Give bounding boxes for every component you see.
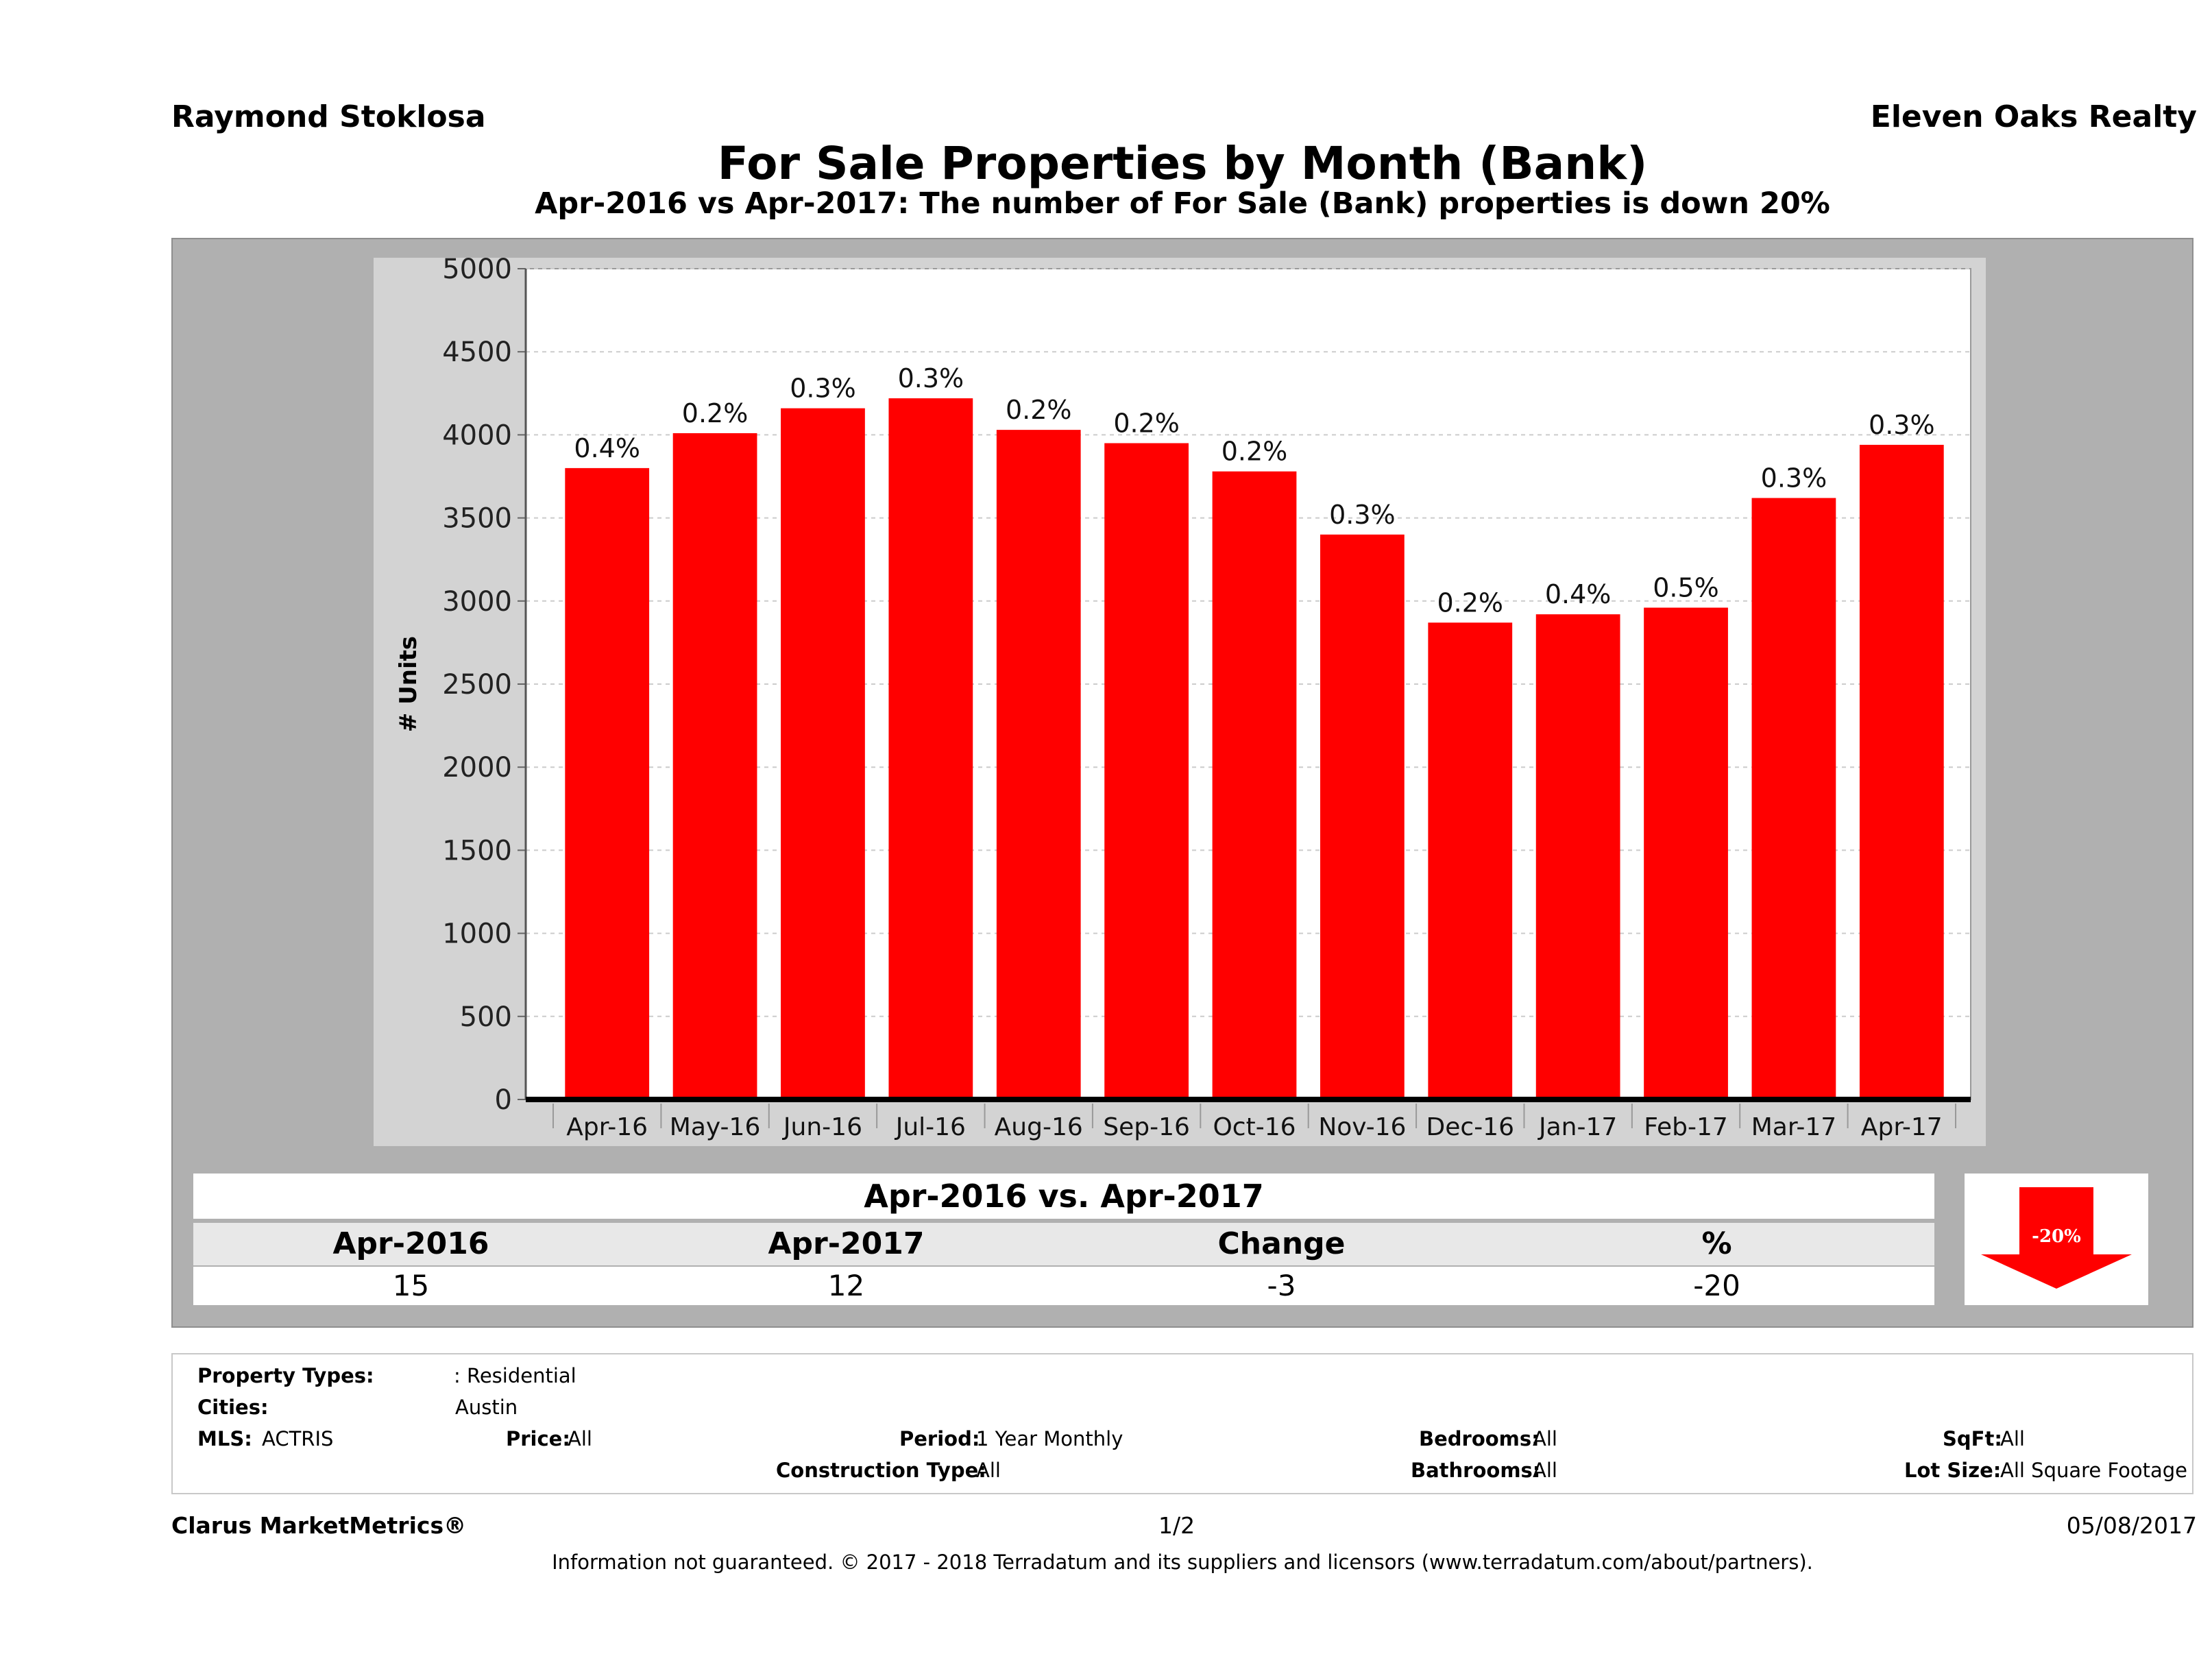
data-label: 0.2% — [1437, 587, 1503, 618]
summary-value-change: -3 — [1267, 1269, 1296, 1302]
construction-label: Construction Type: — [776, 1459, 986, 1482]
price-value: All — [568, 1427, 592, 1450]
bar — [996, 430, 1081, 1099]
data-label: 0.3% — [1329, 500, 1396, 530]
data-label: 0.5% — [1653, 572, 1719, 603]
change-indicator: -20% — [1965, 1174, 2148, 1305]
x-tick-label: Sep-16 — [1103, 1113, 1190, 1141]
down-arrow-icon: -20% — [1981, 1187, 2132, 1289]
data-label: 0.4% — [574, 433, 640, 463]
broker-name: Eleven Oaks Realty — [1870, 99, 2197, 134]
property-types-label: Property Types: — [197, 1364, 374, 1387]
sqft-value: All — [2000, 1427, 2025, 1450]
y-tick-label: 500 — [460, 1001, 512, 1033]
footer-brand: Clarus MarketMetrics® — [171, 1512, 467, 1539]
y-tick-label: 3500 — [442, 503, 512, 535]
chart-subtitle: Apr-2016 vs Apr-2017: The number of For … — [535, 186, 1830, 221]
bar — [1535, 614, 1620, 1099]
x-tick-label: Aug-16 — [995, 1113, 1083, 1141]
period-value: 1 Year Monthly — [976, 1427, 1123, 1450]
mls-value: ACTRIS — [262, 1427, 334, 1450]
mls-label: MLS: — [197, 1427, 252, 1450]
summary-col-percent: % — [1701, 1226, 1732, 1261]
page-number: 1/2 — [1158, 1512, 1195, 1539]
y-tick-label: 2000 — [442, 752, 512, 783]
bar — [781, 408, 865, 1099]
cities-label: Cities: — [197, 1396, 269, 1419]
arrow-label: -20% — [2032, 1226, 2081, 1247]
agent-name: Raymond Stoklosa — [171, 99, 486, 134]
y-tick-label: 3000 — [442, 586, 512, 618]
x-tick-label: Nov-16 — [1318, 1113, 1406, 1141]
summary-value-apr2017: 12 — [827, 1269, 865, 1302]
x-tick-label: Apr-17 — [1861, 1113, 1943, 1141]
price-label: Price: — [506, 1427, 570, 1450]
sqft-label: SqFt: — [1943, 1427, 2002, 1450]
data-label: 0.3% — [1761, 463, 1827, 494]
bar — [888, 398, 973, 1099]
bathrooms-value: All — [1533, 1459, 1557, 1482]
y-tick-label: 2500 — [442, 669, 512, 701]
bar — [1644, 607, 1728, 1099]
summary-value-apr2016: 15 — [392, 1269, 430, 1302]
chart-title: For Sale Properties by Month (Bank) — [717, 137, 1648, 190]
lotsize-label: Lot Size: — [1904, 1459, 2002, 1482]
bedrooms-label: Bedrooms: — [1419, 1427, 1540, 1450]
bar — [1751, 498, 1836, 1099]
bar — [1212, 471, 1297, 1099]
x-tick-label: Apr-16 — [566, 1113, 648, 1141]
bar — [1320, 534, 1405, 1099]
data-label: 0.2% — [1006, 395, 1072, 425]
summary-col-apr2016: Apr-2016 — [332, 1226, 489, 1261]
bar — [565, 467, 650, 1099]
bar-chart: 0 500 1000 1500 2000 2500 3000 3500 4000 4500 5000… — [395, 258, 1971, 1141]
bar — [1859, 444, 1944, 1099]
lotsize-value: All Square Footage — [2000, 1459, 2188, 1482]
bar — [1428, 622, 1513, 1099]
y-tick-label: 5000 — [442, 258, 512, 285]
y-tick-label: 1500 — [442, 835, 512, 866]
summary-col-change: Change — [1217, 1226, 1346, 1261]
construction-value: All — [976, 1459, 1001, 1482]
y-tick-label: 4000 — [442, 420, 512, 451]
chart-area: 0 500 1000 1500 2000 2500 3000 3500 4000 4500 5000… — [374, 258, 1986, 1146]
x-tick-label: Dec-16 — [1426, 1113, 1514, 1141]
x-tick-label: Jun-16 — [782, 1113, 862, 1141]
data-label: 0.4% — [1545, 579, 1612, 609]
disclaimer: Information not guaranteed. © 2017 - 201… — [552, 1551, 1813, 1574]
x-tick-label: Jan-17 — [1538, 1113, 1617, 1141]
bar — [672, 433, 757, 1099]
y-tick-label: 1000 — [442, 919, 512, 950]
x-tick-label: May-16 — [670, 1113, 761, 1141]
x-tick-label: Feb-17 — [1644, 1113, 1728, 1141]
data-label: 0.2% — [1222, 437, 1288, 467]
y-tick-label: 0 — [495, 1084, 512, 1116]
search-criteria: Property Types: : Residential Cities: Au… — [171, 1353, 2193, 1494]
report-date: 05/08/2017 — [2066, 1512, 2197, 1539]
summary-value-percent: -20 — [1693, 1269, 1740, 1302]
x-tick-label: Oct-16 — [1213, 1113, 1296, 1141]
data-label: 0.3% — [1869, 410, 1935, 440]
bathrooms-label: Bathrooms: — [1411, 1459, 1541, 1482]
data-label: 0.2% — [682, 398, 749, 428]
bedrooms-value: All — [1533, 1427, 1557, 1450]
summary-columns: Apr-2016 Apr-2017 Change % — [193, 1223, 1934, 1265]
y-axis-label: # Units — [395, 636, 422, 732]
y-tick-label: 4500 — [442, 337, 512, 368]
data-label: 0.3% — [898, 363, 964, 393]
summary-col-apr2017: Apr-2017 — [768, 1226, 925, 1261]
property-types-value: : Residential — [454, 1364, 576, 1387]
cities-value: Austin — [455, 1396, 518, 1419]
summary-heading: Apr-2016 vs. Apr-2017 — [193, 1174, 1934, 1219]
x-tick-label: Jul-16 — [895, 1113, 966, 1141]
data-label: 0.3% — [790, 374, 856, 404]
bar — [1104, 443, 1189, 1099]
summary-values: 15 12 -3 -20 — [193, 1267, 1934, 1305]
period-label: Period: — [899, 1427, 980, 1450]
x-tick-label: Mar-17 — [1751, 1113, 1836, 1141]
data-label: 0.2% — [1113, 409, 1180, 439]
